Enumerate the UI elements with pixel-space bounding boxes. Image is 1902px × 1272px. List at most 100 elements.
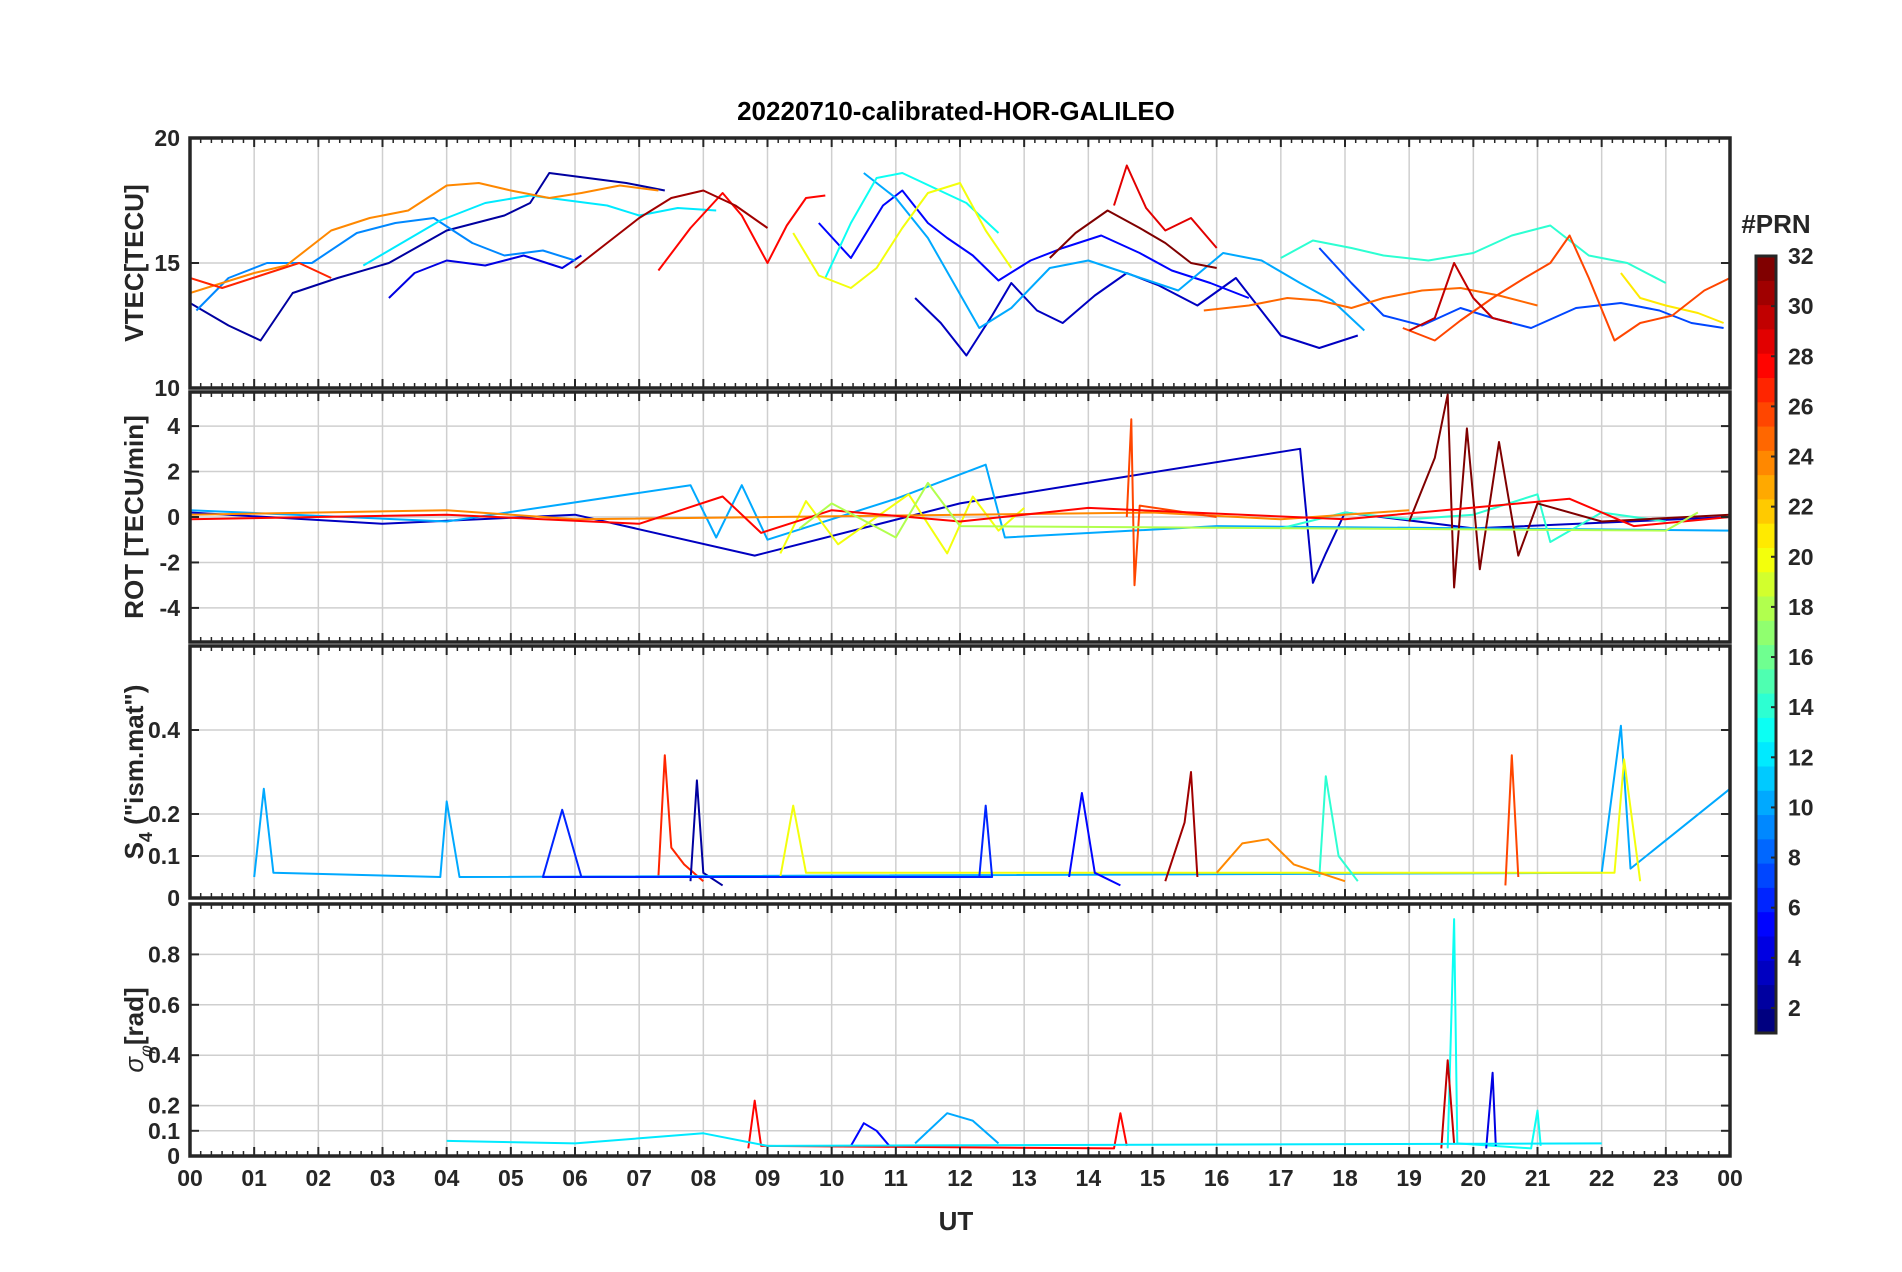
colorbar-cell [1756,450,1776,476]
colorbar-tick-label: 26 [1788,393,1814,419]
y-tick-label: -2 [160,549,180,575]
series-line-prn-28 [657,192,826,272]
series-line-prn-13 [824,172,1000,279]
x-tick-label: 03 [370,1165,396,1191]
colorbar-cell [1756,911,1776,937]
x-tick-label: 16 [1204,1165,1230,1191]
x-tick-label: 05 [498,1165,524,1191]
panel-s4: 0 0.1 0.2 0.4S4 ("ism.mat") [119,644,1732,911]
series-group [253,724,1730,887]
series-line-prn-14 [1318,775,1359,882]
colorbar-tick-label: 4 [1788,945,1801,971]
colorbar-tick-label: 12 [1788,744,1814,770]
colorbar-tick-label: 30 [1788,293,1814,319]
y-tick-label: 0 [167,1143,180,1169]
colorbar-tick-label: 8 [1788,845,1801,871]
panel-frame [188,644,1732,900]
y-tick-label: -4 [160,595,181,621]
series-line-prn-26 [1125,418,1217,587]
y-tick-label: 0.1 [148,1118,180,1144]
series-line-prn-20 [779,758,1642,882]
x-tick-label: 10 [819,1165,845,1191]
panel-sigma: 00.10.2 0.4 0.6 0.8 σφ[rad] [119,902,1732,1169]
series-line-prn-25 [1203,287,1538,312]
y-tick-label: 0 [167,504,180,530]
colorbar-cell [1756,644,1776,670]
y-tick-label: 0.2 [148,1093,180,1119]
series-line-prn-31 [1164,771,1199,882]
colorbar-tick-label: 22 [1788,494,1814,520]
x-tick-label: 11 [884,1165,909,1191]
y-axis-title: σφ[rad] [119,987,156,1072]
series-line-prn-20 [779,493,1025,555]
panel-vtec: 10 15 20 VTEC[TECU] [119,125,1732,401]
colorbar-cell [1756,693,1776,718]
series-line-prn-24 [190,509,1410,521]
x-tick-label: 13 [1011,1165,1037,1191]
y-tick-label: 20 [154,125,180,151]
colorbar-tick-label: 28 [1788,343,1814,369]
series-line-prn-6 [541,804,994,878]
colorbar-tick-label: 14 [1788,694,1814,720]
colorbar-cell [1756,547,1776,573]
colorbar-cell [1756,717,1776,743]
series-line-prn-10 [190,463,1730,541]
panel-frame [188,902,1732,1158]
series-line-prn-12 [446,1132,1602,1147]
colorbar-cell [1756,863,1776,888]
y-tick-label: 0.1 [148,843,180,869]
series-line-prn-20 [792,182,1013,289]
panel-frame [188,390,1732,644]
colorbar-cell [1756,960,1776,986]
series-line-prn-29 [1113,164,1218,249]
series-line-prn-30 [1440,1059,1456,1149]
y-axis-title: S4 ("ism.mat") [119,685,156,860]
series-line-prn-28 [747,1099,1128,1150]
chart-title: 20220710-calibrated-HOR-GALILEO [737,96,1175,126]
x-tick-label: 22 [1589,1165,1615,1191]
colorbar-cell [1756,425,1776,451]
series-line-prn-10 [863,172,1365,332]
panel-rot: -4 -2 0 2 4 ROT [TECU/min] [119,390,1732,644]
series-line-prn-21 [1620,272,1724,324]
series-line-prn-26 [1504,754,1520,886]
x-tick-label: 23 [1653,1165,1679,1191]
colorbar-cell [1756,256,1776,281]
x-axis-title: UT [939,1206,974,1236]
x-tick-label: 00 [177,1165,203,1191]
x-tick-label: 19 [1396,1165,1422,1191]
y-tick-label: 0.4 [148,717,180,743]
colorbar-tick-label: 20 [1788,544,1814,570]
x-tick-label: 09 [755,1165,781,1191]
x-tick-label: 02 [306,1165,332,1191]
colorbar-cell [1756,280,1776,306]
colorbar-cell [1756,401,1776,427]
colorbar-tick-label: 32 [1788,243,1814,269]
x-tick-label: 21 [1525,1165,1551,1191]
series-line-prn-5 [850,1122,891,1147]
series-line-prn-4 [388,254,582,299]
x-tick-label: 01 [241,1165,267,1191]
series-line-prn-32 [1049,209,1217,269]
colorbar-cell [1756,304,1776,330]
series-line-prn-27 [190,262,332,289]
grid-lines [190,646,1730,898]
series-group [446,918,1602,1150]
colorbar-cell [1756,620,1776,646]
colorbar-frame [1754,254,1778,1035]
x-tick-label: 14 [1076,1165,1102,1191]
x-tick-label: 18 [1332,1165,1358,1191]
y-tick-label: 0.6 [148,992,180,1018]
colorbar-cell [1756,498,1776,524]
series-line-prn-2 [689,779,724,887]
x-tick-label: 04 [434,1165,460,1191]
series-line-prn-26 [1402,234,1730,342]
colorbar-tick-label: 18 [1788,594,1814,620]
series-line-prn-5 [1068,792,1121,887]
y-tick-label: 10 [154,375,180,401]
colorbar-title: #PRN [1741,209,1810,239]
colorbar-cell [1756,814,1776,840]
series-line-prn-9 [195,217,576,312]
series-line-prn-32 [1408,393,1730,589]
